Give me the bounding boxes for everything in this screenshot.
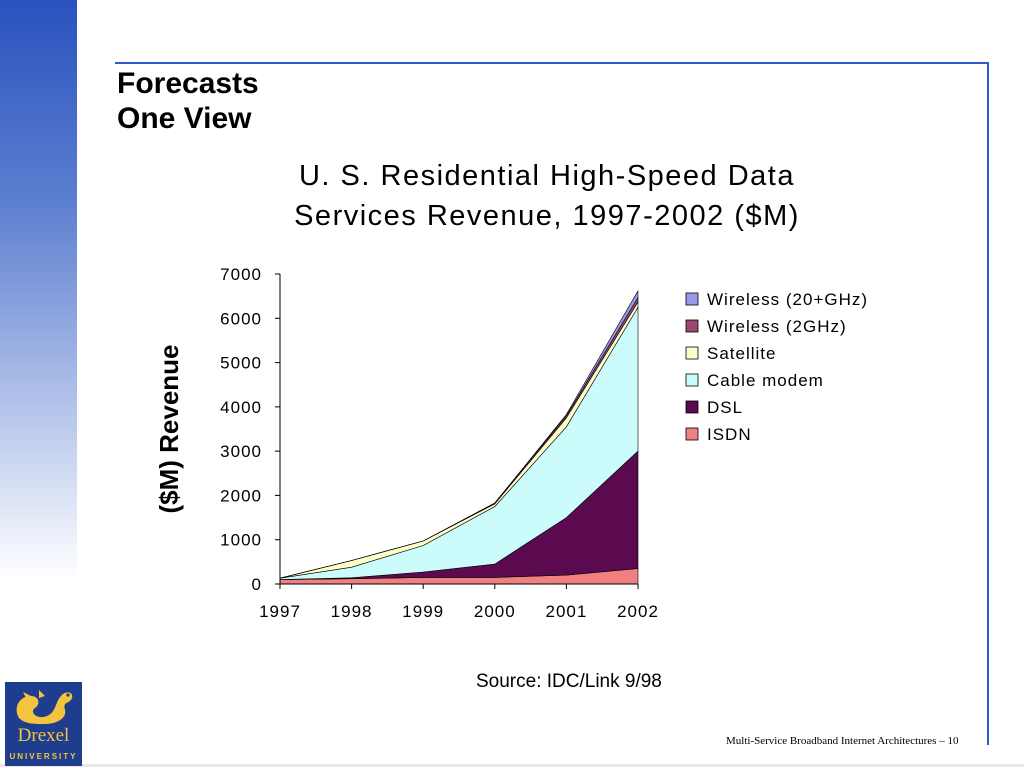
legend-label-4: DSL (707, 398, 743, 417)
x-tick-label-2: 1999 (402, 602, 444, 621)
sidebar-gradient (0, 0, 77, 580)
y-tick-label-1: 1000 (220, 531, 262, 550)
legend-label-3: Cable modem (707, 371, 824, 390)
legend-label-5: ISDN (707, 425, 752, 444)
area-series-5 (279, 290, 639, 579)
legend-label-1: Wireless (2GHz) (707, 317, 847, 336)
y-tick-label-4: 4000 (220, 398, 262, 417)
legend-label-0: Wireless (20+GHz) (707, 290, 868, 309)
legend-swatch-0 (685, 292, 699, 306)
x-tick-label-0: 1997 (259, 602, 301, 621)
legend-swatch-1 (685, 319, 699, 333)
dragon-icon (16, 690, 73, 724)
y-tick-label-2: 2000 (220, 486, 262, 505)
slide-title: Forecasts One View (117, 66, 259, 136)
x-tick-label-1: 1998 (331, 602, 373, 621)
stacked-area-chart: 0 1000 2000 3000 4000 5000 6000 7000 1997 1998 199… (154, 265, 868, 621)
legend-swatch-4 (685, 400, 699, 414)
y-tick-label-7: 7000 (220, 265, 262, 284)
legend-swatch-5 (685, 427, 699, 441)
y-tick-label-6: 6000 (220, 309, 262, 328)
legend-label-2: Satellite (707, 344, 776, 363)
chart-title-line2: Services Revenue, 1997-2002 ($M) (294, 200, 800, 232)
logo-wordmark: Drexel (17, 725, 70, 746)
y-tick-label-5: 5000 (220, 354, 262, 373)
chart-title: U. S. Residential High-Speed Data Servic… (232, 156, 862, 236)
x-tick-label-4: 2001 (545, 602, 587, 621)
source-note: Source: IDC/Link 9/98 (476, 671, 662, 692)
slide-title-line2: One View (117, 102, 252, 135)
y-tick-label-0: 0 (252, 575, 262, 594)
drexel-logo: Drexel UNIVERSITY (5, 682, 82, 766)
x-tick-label-3: 2000 (474, 602, 516, 621)
top-rule (115, 62, 989, 64)
legend-swatch-2 (685, 346, 699, 360)
y-axis-title: ($M) Revenue (154, 344, 184, 513)
chart-title-line1: U. S. Residential High-Speed Data (298, 160, 795, 192)
slide-footer: Multi-Service Broadband Internet Archite… (726, 735, 959, 747)
right-rule (987, 62, 989, 745)
slide-title-line1: Forecasts (117, 67, 259, 100)
logo-subtitle: UNIVERSITY (9, 752, 78, 761)
y-tick-label-3: 3000 (220, 442, 262, 461)
x-tick-label-5: 2002 (617, 602, 659, 621)
bottom-rule (0, 764, 1024, 767)
legend-swatch-3 (685, 373, 699, 387)
